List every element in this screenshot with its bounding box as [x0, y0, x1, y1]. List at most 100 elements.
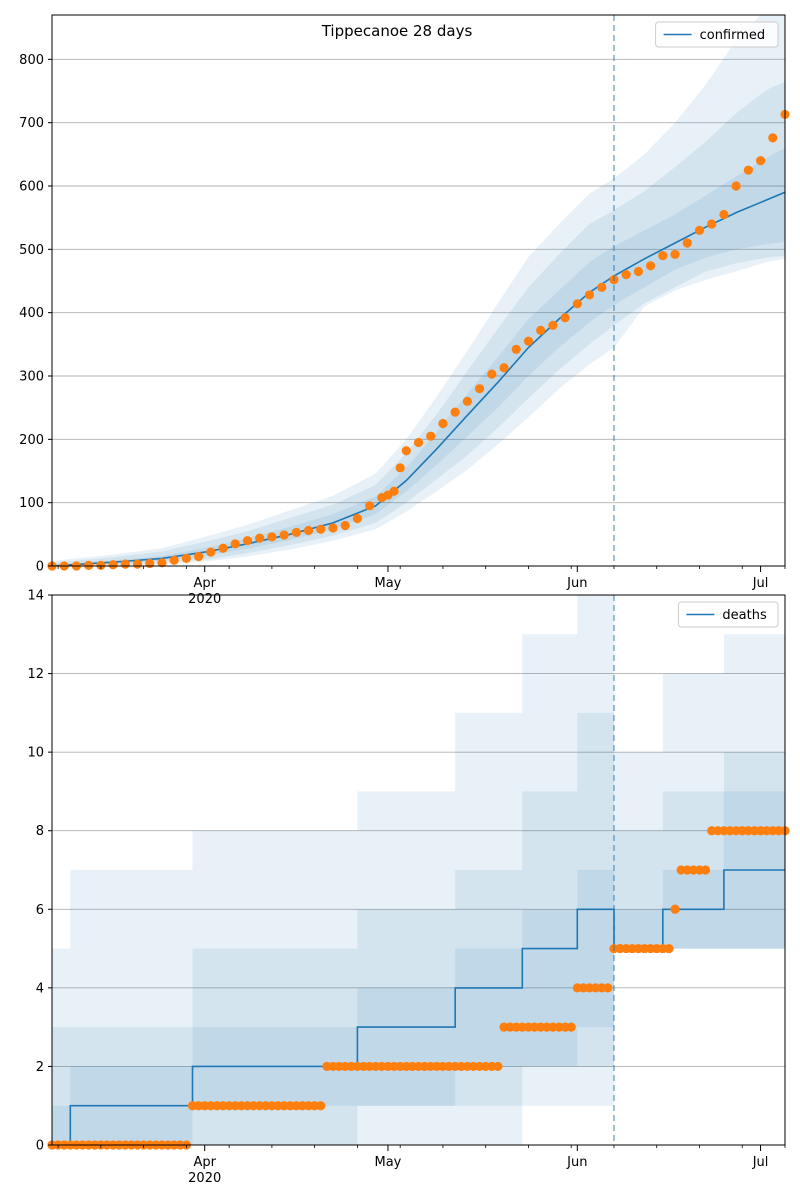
observed-point: [474, 384, 485, 394]
observed-point: [560, 313, 570, 323]
observed-point: [462, 396, 472, 406]
uncertainty-band: [52, 81, 785, 566]
y-tick-label: 800: [19, 53, 44, 68]
observed-point: [316, 524, 326, 534]
observed-point: [670, 904, 680, 914]
uncertainty-band: [52, 791, 785, 1145]
plot-area: [52, 595, 785, 1145]
observed-point: [181, 553, 191, 564]
observed-point: [719, 209, 729, 220]
observed-point: [646, 261, 656, 271]
observed-point: [279, 530, 289, 540]
observed-point: [584, 290, 595, 300]
y-tick-label: 4: [36, 981, 44, 996]
observed-point: [84, 560, 94, 570]
observed-point: [523, 336, 534, 346]
uncertainty-band: [52, 15, 785, 566]
legend-box: [677, 601, 779, 628]
observed-point: [242, 536, 253, 546]
y-tick-label: 6: [36, 903, 44, 918]
x-tick-sublabel: 2020: [188, 1171, 221, 1186]
y-tick-label: 100: [19, 496, 44, 511]
observed-point: [218, 543, 228, 553]
observed-point: [145, 558, 155, 569]
observed-point: [670, 249, 680, 259]
observed-point: [499, 363, 509, 373]
observed-point: [132, 559, 143, 569]
observed-point: [548, 320, 558, 330]
observed-point: [682, 238, 692, 248]
observed-point: [108, 560, 118, 570]
observed-point: [267, 532, 277, 542]
y-tick-label: 300: [19, 370, 44, 385]
observed-point: [603, 983, 613, 993]
y-tick-label: 500: [19, 243, 44, 258]
observed-point: [664, 943, 674, 954]
x-tick-label: Apr: [193, 576, 216, 591]
observed-point: [340, 520, 350, 531]
observed-point: [707, 219, 717, 229]
observed-point: [389, 486, 399, 496]
chart-title: Tippecanoe 28 days: [321, 22, 473, 40]
x-tick-label: May: [375, 576, 402, 591]
observed-point: [731, 181, 741, 191]
x-tick-label: Jul: [752, 1155, 769, 1170]
legend-label: confirmed: [700, 28, 766, 43]
axes-frame: [51, 14, 786, 567]
y-tick-label: 8: [36, 824, 44, 839]
uncertainty-band: [52, 595, 785, 1145]
observed-point: [658, 251, 668, 261]
x-tick-label: Jun: [566, 576, 587, 591]
observed-point: [352, 513, 363, 524]
observed-point: [401, 446, 411, 456]
observed-point: [230, 539, 240, 549]
x-tick-label: May: [375, 1155, 402, 1170]
y-tick-label: 10: [27, 746, 44, 761]
observed-point: [365, 501, 375, 511]
y-tick-label: 0: [36, 560, 44, 575]
observed-point: [316, 1101, 326, 1111]
observed-point: [426, 431, 436, 441]
observed-point: [633, 266, 644, 277]
legend-box: [655, 21, 779, 48]
y-tick-label: 14: [27, 589, 44, 604]
uncertainty-band: [52, 712, 785, 1145]
observed-point: [621, 270, 631, 280]
y-tick-label: 400: [19, 306, 44, 321]
observed-point: [96, 560, 106, 570]
observed-point: [487, 369, 497, 379]
observed-point: [291, 527, 301, 538]
observed-point: [438, 418, 448, 429]
observed-point: [450, 407, 460, 417]
observed-point: [755, 156, 766, 166]
observed-point: [700, 865, 711, 875]
observed-point: [743, 165, 753, 175]
y-tick-label: 0: [36, 1139, 44, 1154]
observed-point: [206, 547, 216, 557]
observed-point: [413, 437, 424, 448]
observed-point: [493, 1061, 503, 1072]
y-tick-label: 600: [19, 180, 44, 195]
x-tick-label: Apr: [193, 1155, 216, 1170]
y-tick-label: 12: [27, 667, 44, 682]
y-tick-label: 700: [19, 116, 44, 131]
observed-point: [572, 299, 582, 309]
observed-point: [566, 1022, 576, 1032]
axes-frame: [51, 594, 786, 1146]
x-tick-label: Jun: [566, 1155, 587, 1170]
confirmed-panel: Tippecanoe 28 days 0 100 200 300 400 500 600 70…: [19, 14, 790, 607]
y-tick-label: 2: [36, 1060, 44, 1075]
observed-point: [255, 533, 265, 543]
observed-point: [694, 225, 705, 235]
observed-point: [120, 559, 130, 569]
y-tick-label: 200: [19, 433, 44, 448]
observed-point: [328, 523, 338, 533]
observed-point: [597, 282, 607, 292]
observed-point: [768, 133, 778, 143]
legend-label: deaths: [722, 608, 767, 623]
observed-point: [395, 463, 405, 473]
plot-area: [52, 15, 785, 566]
series-line-deaths: [52, 869, 785, 1145]
